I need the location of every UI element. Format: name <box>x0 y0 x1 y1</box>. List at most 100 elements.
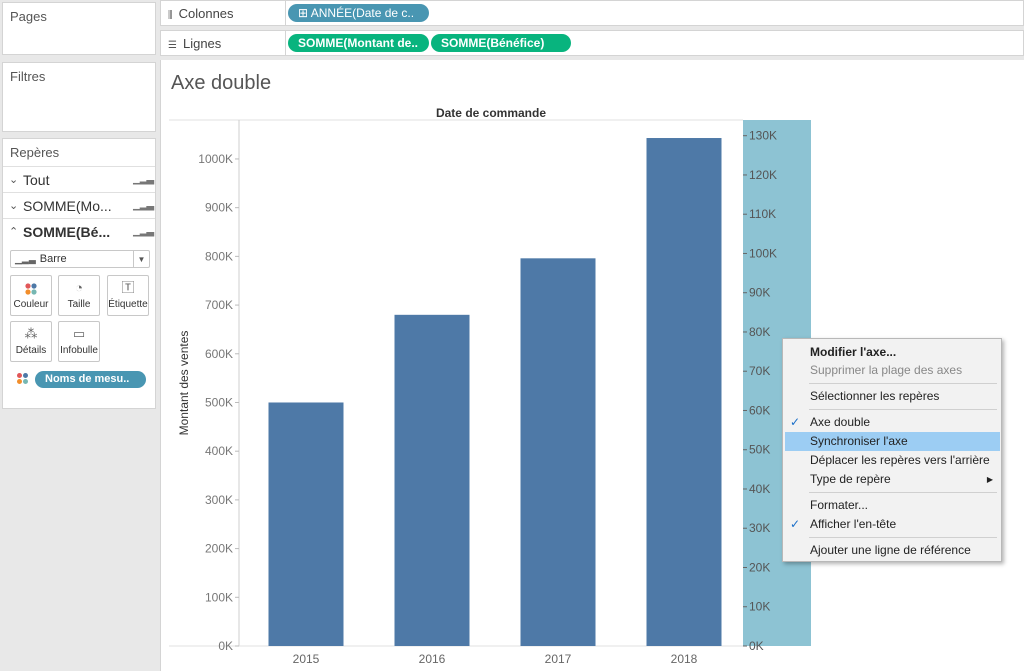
marks-row-label: Tout <box>23 171 50 188</box>
x-tick-label: 2016 <box>419 652 446 666</box>
chevron-down-icon: ⌄ <box>9 174 19 186</box>
filters-panel[interactable]: Filtres <box>2 62 156 132</box>
menu-item-label: Afficher l'en-tête <box>810 517 897 531</box>
y-tick-label: 200K <box>205 542 233 556</box>
tooltip-button-label: Infobulle <box>60 345 98 356</box>
y-tick-label: 700K <box>205 298 233 312</box>
y2-tick-label: 90K <box>749 286 770 300</box>
y-tick-label: 500K <box>205 395 233 409</box>
menu-item-label: Axe double <box>810 415 871 429</box>
year-order-date-pill[interactable]: ⊞ ANNÉE(Date de c.. <box>288 4 429 22</box>
menu-item-add-reference-line[interactable]: Ajouter une ligne de référence <box>783 541 1001 560</box>
sheet-title: Axe double <box>171 72 272 94</box>
y2-tick-label: 10K <box>749 600 770 614</box>
x-tick-label: 2015 <box>293 652 320 666</box>
menu-item-move-marks-back[interactable]: Déplacer les repères vers l'arrière <box>783 451 1001 470</box>
label-button[interactable]: 🅃 Étiquette <box>107 275 149 316</box>
menu-item-label: Type de repère <box>810 472 891 486</box>
marks-title: Repères <box>10 145 60 160</box>
size-button-label: Taille <box>67 299 91 310</box>
y-axis-title: Montant des ventes <box>177 331 191 436</box>
color-dots-icon <box>11 277 51 299</box>
pages-panel[interactable]: Pages <box>2 2 156 55</box>
detail-dots-icon: ⁂ <box>24 326 38 341</box>
size-icon: ◔ <box>75 280 83 295</box>
menu-item-dual-axis[interactable]: ✓ Axe double <box>783 413 1001 432</box>
marks-panel: Repères ⌄ Tout ▁▂▃ ⌄ SOMME(Mo... ▁▂▃ ⌃ S… <box>2 138 156 409</box>
detail-button-label: Détails <box>15 345 47 356</box>
measure-names-pill[interactable]: Noms de mesu.. <box>35 371 146 388</box>
axis-context-menu: Modifier l'axe... Supprimer la plage des… <box>782 338 1002 562</box>
marks-row-all[interactable]: ⌄ Tout ▁▂▃ <box>3 166 155 192</box>
tooltip-button[interactable]: ▭ Infobulle <box>58 321 100 362</box>
detail-button[interactable]: ⁂ Détails <box>10 321 52 362</box>
label-button-label: Étiquette <box>108 299 148 310</box>
rows-label-text: Lignes <box>182 36 222 51</box>
bar <box>268 402 344 646</box>
sum-sales-pill[interactable]: SOMME(Montant de.. <box>288 34 429 52</box>
chevron-down-icon: ⌄ <box>9 200 19 212</box>
marks-row-label: SOMME(Mo... <box>23 197 112 214</box>
y-tick-label: 0K <box>218 639 233 653</box>
menu-item-label: Synchroniser l'axe <box>810 434 908 448</box>
columns-label-text: Colonnes <box>178 6 234 21</box>
menu-separator <box>809 492 997 493</box>
y2-tick-label: 30K <box>749 521 770 535</box>
bar-chart-icon: ▁▂▃ <box>133 174 154 185</box>
menu-item-format[interactable]: Formater... <box>783 496 1001 515</box>
menu-item-select-marks[interactable]: Sélectionner les repères <box>783 387 1001 406</box>
columns-icon: ⫼ <box>168 10 173 21</box>
y2-tick-label: 80K <box>749 325 770 339</box>
size-button[interactable]: ◔ Taille <box>58 275 100 316</box>
y-tick-label: 900K <box>205 201 233 215</box>
y2-tick-label: 100K <box>749 246 777 260</box>
y2-tick-label: 120K <box>749 168 777 182</box>
menu-item-label: Formater... <box>810 498 869 512</box>
menu-item-label: Supprimer la plage des axes <box>810 363 963 377</box>
mark-type-select[interactable]: ▁▂▃ Barre ▼ <box>10 250 150 268</box>
menu-separator <box>809 409 997 410</box>
y2-tick-label: 130K <box>749 129 777 143</box>
y-tick-label: 600K <box>205 347 233 361</box>
y2-tick-label: 20K <box>749 560 770 574</box>
tooltip-icon: ▭ <box>72 326 86 341</box>
y-tick-label: 800K <box>205 249 233 263</box>
bar <box>394 314 470 646</box>
menu-item-show-header[interactable]: ✓ Afficher l'en-tête <box>783 515 1001 534</box>
rows-shelf-label: ☰ Lignes <box>161 31 286 55</box>
menu-item-label: Ajouter une ligne de référence <box>810 543 971 557</box>
sum-profit-pill[interactable]: SOMME(Bénéfice) <box>431 34 571 52</box>
columns-shelf[interactable]: ⫼ Colonnes ⊞ ANNÉE(Date de c.. <box>160 0 1024 26</box>
menu-item-label: Sélectionner les repères <box>810 389 940 403</box>
x-tick-label: 2017 <box>545 652 572 666</box>
y-tick-label: 300K <box>205 493 233 507</box>
column-header: Date de commande <box>436 106 546 120</box>
bar-chart-icon: ▁▂▃ <box>133 200 154 211</box>
bar-chart-icon: ▁▂▃ <box>15 253 36 264</box>
menu-separator <box>809 383 997 384</box>
y2-tick-label: 0K <box>749 639 764 653</box>
bar-chart-icon: ▁▂▃ <box>133 226 154 237</box>
rows-shelf[interactable]: ☰ Lignes SOMME(Montant de.. SOMME(Bénéfic… <box>160 30 1024 56</box>
menu-item-mark-type[interactable]: Type de repère ▶ <box>783 470 1001 489</box>
menu-separator <box>809 537 997 538</box>
color-dots-icon <box>17 373 29 385</box>
filters-title: Filtres <box>10 69 46 84</box>
marks-row-profit[interactable]: ⌃ SOMME(Bé... ▁▂▃ <box>3 218 155 244</box>
y2-tick-label: 70K <box>749 364 770 378</box>
submenu-arrow-icon: ▶ <box>986 475 993 484</box>
menu-item-edit-axis[interactable]: Modifier l'axe... <box>783 343 1001 362</box>
marks-row-sales[interactable]: ⌄ SOMME(Mo... ▁▂▃ <box>3 192 155 218</box>
pages-title: Pages <box>10 9 47 24</box>
y2-tick-label: 40K <box>749 482 770 496</box>
x-tick-label: 2018 <box>671 652 698 666</box>
color-button[interactable]: Couleur <box>10 275 52 316</box>
columns-shelf-label: ⫼ Colonnes <box>161 1 286 25</box>
menu-item-synchronize-axis[interactable]: Synchroniser l'axe <box>785 432 1000 451</box>
mark-type-value: Barre <box>39 253 67 265</box>
menu-item-clear-axis-range: Supprimer la plage des axes <box>783 361 1001 380</box>
checkmark-icon: ✓ <box>790 415 801 429</box>
rows-icon: ☰ <box>168 40 177 51</box>
menu-item-label: Modifier l'axe... <box>810 345 897 359</box>
